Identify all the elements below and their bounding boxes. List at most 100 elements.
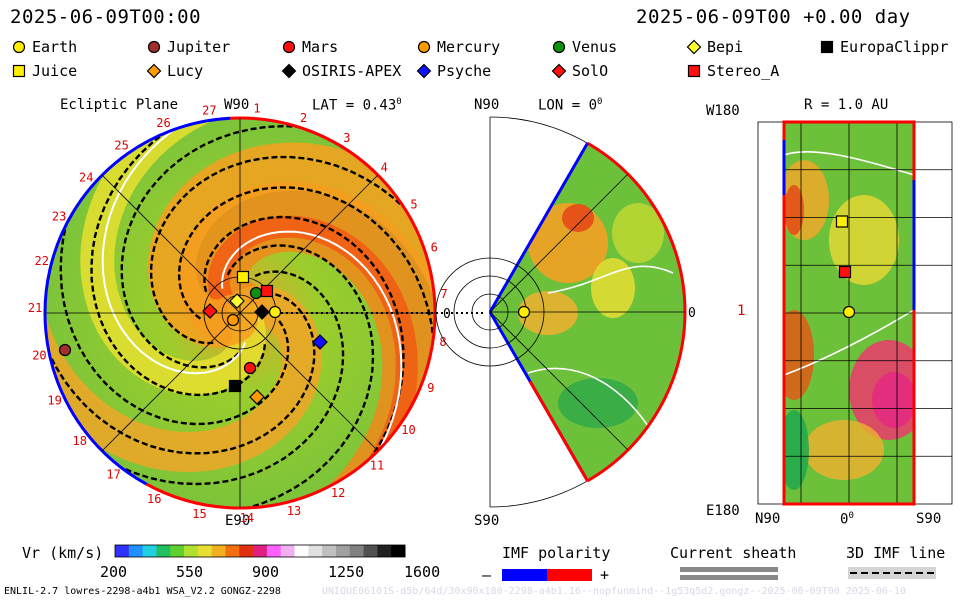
colorbar-tick-label: 200 [100, 563, 128, 581]
legend-item: Juice [12, 62, 77, 80]
legend-marker-icon [147, 40, 161, 54]
ecliptic-marker-europaclippr [228, 379, 242, 393]
footer-left: ENLIL-2.7 lowres-2298-a4b1 WSA_V2.2 GONG… [4, 586, 281, 597]
meridional-edge-positive [528, 380, 589, 482]
colorbar-segment [184, 545, 199, 557]
imfline-swatch [848, 567, 936, 579]
imf-rim-positive [145, 116, 437, 510]
grid-line [101, 174, 379, 452]
ecliptic-tick-label: 12 [331, 486, 345, 500]
legend-marker-icon [416, 63, 432, 79]
colorbar-segment [170, 545, 185, 557]
ecliptic-marker-psyche [312, 334, 328, 350]
colorbar-segment [308, 545, 323, 557]
colorbar-label: Vr (km/s) [22, 544, 104, 562]
legend-marker-icon [281, 63, 297, 79]
legend-item: Psyche [416, 62, 492, 80]
ecliptic-marker-mercury [226, 313, 240, 327]
ecliptic-tick-label: 21 [28, 301, 42, 315]
imf-line [59, 124, 290, 426]
ecliptic-tick-label: 14 [240, 511, 254, 525]
ecliptic-marker-osiris-apex [254, 304, 270, 320]
legend-marker-icon [820, 40, 834, 54]
ecliptic-tick-label: 25 [114, 139, 128, 153]
radial-marker-juice [835, 215, 849, 228]
legend-label: SolO [572, 62, 609, 80]
datetime-right: 2025-06-09T00 +0.00 day [636, 6, 911, 28]
radial-rim-positive [782, 120, 916, 506]
radial-bottom-left: E180 [706, 503, 740, 519]
ecliptic-marker-jupiter [58, 343, 72, 357]
legend-label: Venus [572, 38, 618, 56]
footer-right: UNIQUE06101S-d5b/64d/30x90x180-2298-a4b1… [322, 586, 906, 597]
colorbar-tick-label: 1250 [328, 563, 365, 581]
colorbar-segment [239, 545, 254, 557]
radial-x-right: S90 [916, 511, 942, 527]
legend-item: OSIRIS-APEX [281, 62, 401, 80]
ecliptic-marker-lucy [249, 389, 265, 405]
colorbar-segment [225, 545, 240, 557]
legend-label: Earth [32, 38, 78, 56]
legend-label: Psyche [437, 62, 492, 80]
ecliptic-tick-label: 6 [431, 241, 438, 255]
meridional-blob [591, 258, 635, 318]
datetime-left: 2025-06-09T00:00 [10, 6, 202, 28]
ecliptic-tick-label: 3 [343, 131, 350, 145]
ecliptic-tick-label: 7 [441, 287, 448, 301]
ecliptic-tick-label: 4 [381, 160, 388, 174]
ecliptic-tick-label: 23 [52, 210, 66, 224]
solar-wind-stream [207, 215, 418, 508]
colorbar-segment [128, 545, 144, 557]
meridional-top-label: N90 [474, 97, 500, 113]
imf-minus: – [482, 566, 492, 584]
ecliptic-top-label: W90 [224, 97, 250, 113]
ecliptic-tick-label: 8 [439, 335, 446, 349]
meridional-blob [518, 291, 578, 335]
colorbar-segment [349, 545, 365, 557]
legend-item: SolO [551, 62, 609, 80]
legend-marker-icon [687, 64, 701, 78]
colorbar-tick-label: 1600 [404, 563, 441, 581]
imf-line [45, 270, 345, 486]
legend-item: Mercury [417, 38, 500, 56]
imf-line [133, 244, 375, 508]
legend-label: Juice [32, 62, 78, 80]
imf-plus: + [600, 566, 610, 584]
ecliptic-tick-label: 17 [106, 467, 120, 481]
imf-line [203, 215, 405, 508]
legend-item: Venus [552, 38, 617, 56]
imf-line [177, 186, 435, 452]
meridional-blob [612, 203, 664, 263]
radial-blob [784, 310, 814, 400]
legend-marker-icon [282, 40, 296, 54]
radial-plot [757, 120, 953, 506]
legend-marker-icon [551, 63, 567, 79]
meridional-grid-line [489, 311, 629, 451]
imf-positive-swatch [547, 569, 592, 581]
radial-blob [804, 420, 884, 480]
ecliptic-tick-label: 26 [156, 116, 170, 130]
legend-label: Mars [302, 38, 339, 56]
imf-negative-swatch [502, 569, 547, 581]
legend-marker-icon [552, 40, 566, 54]
current-sheath-line [547, 265, 674, 294]
imf-line [120, 124, 406, 369]
legend-marker-icon [12, 64, 26, 78]
ecliptic-marker-juice [236, 270, 250, 284]
legend-item: EuropaClippr [820, 38, 948, 56]
ecliptic-zero-label: 0 [443, 307, 451, 322]
radial-marker-earth [842, 305, 856, 319]
meridional-bottom-label: S90 [474, 513, 500, 529]
legend-marker-icon [686, 39, 702, 55]
imf-rim-negative [43, 116, 231, 486]
radial-x-left: N90 [755, 511, 781, 527]
sheath-swatch [680, 567, 778, 580]
legend-label: Mercury [437, 38, 501, 56]
legend-label: Bepi [707, 38, 744, 56]
meridional-blob [562, 204, 594, 232]
ecliptic-marker-bepi [229, 293, 245, 309]
solar-wind-stream [147, 142, 435, 355]
ecliptic-tick-label: 27 [202, 103, 216, 117]
ecliptic-tick-label: 22 [35, 254, 49, 268]
meridional-zero-label: 0 [688, 306, 696, 321]
